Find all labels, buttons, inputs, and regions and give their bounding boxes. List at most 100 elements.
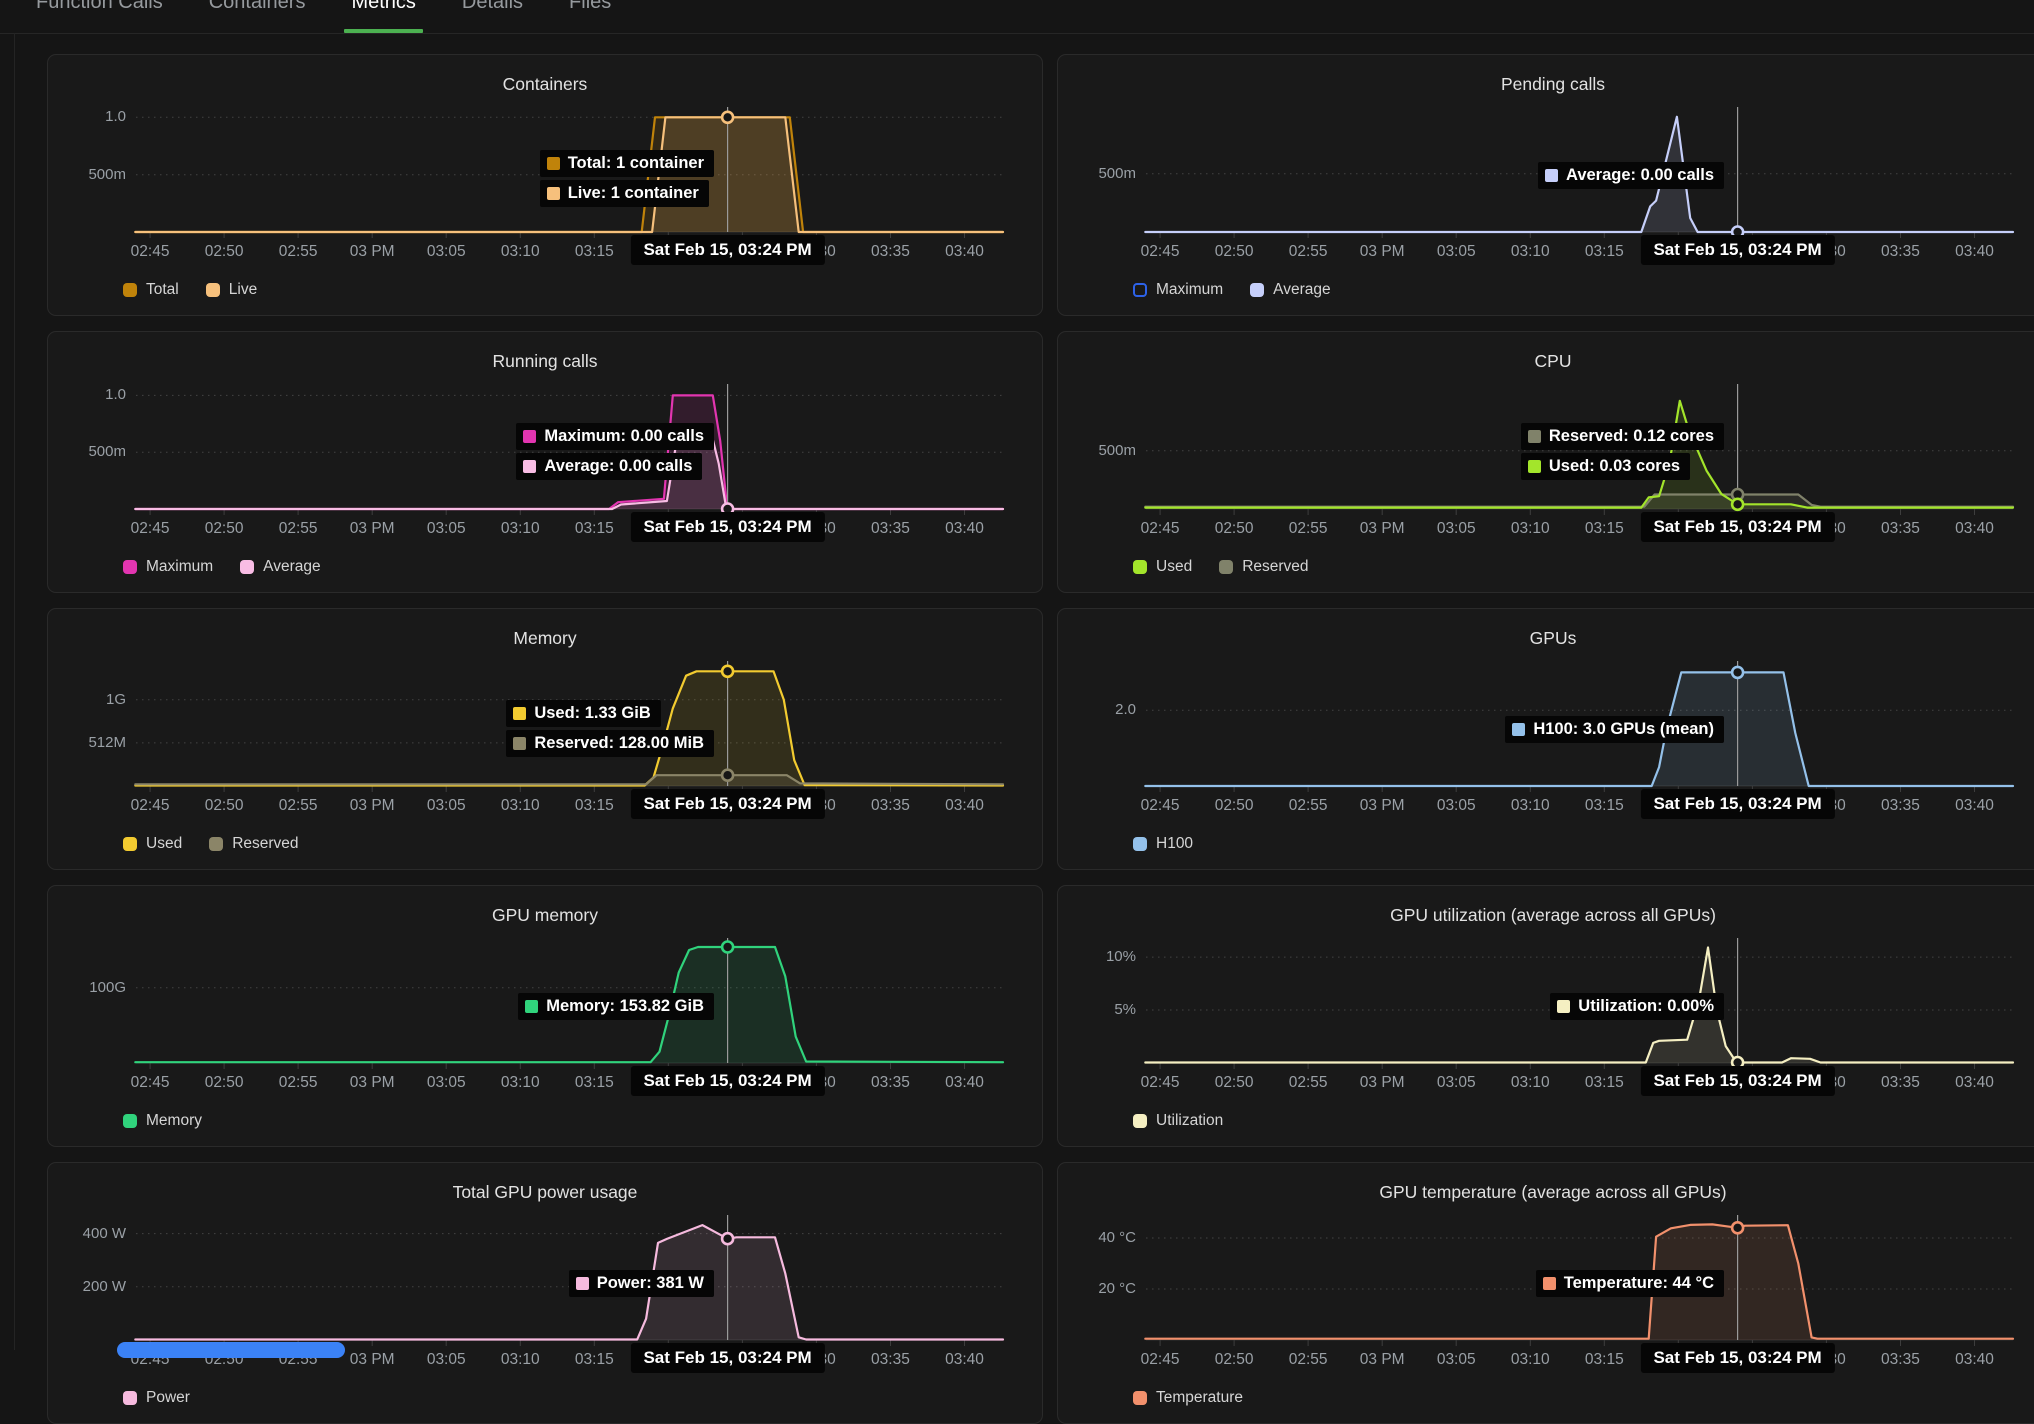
chart-legend: H100 <box>1133 835 1193 853</box>
x-axis-label: 03:10 <box>1510 797 1550 814</box>
chart-title: GPUs <box>1529 628 1577 648</box>
x-axis-label: 03:05 <box>426 797 466 814</box>
series-area-average <box>1145 116 2013 232</box>
legend-item-average[interactable]: Average <box>240 558 321 576</box>
x-axis-label: 03:15 <box>574 520 614 537</box>
chart-legend: Memory <box>123 1112 202 1130</box>
series-area-temperature <box>1145 1224 2013 1340</box>
x-axis-label: 03:15 <box>574 1074 614 1091</box>
x-axis-label: 02:55 <box>278 520 318 537</box>
plot-area[interactable] <box>1144 1215 2015 1348</box>
x-axis-label: 03:15 <box>1584 1351 1624 1368</box>
legend-item-used[interactable]: Used <box>1133 558 1192 576</box>
chart-card-gpu-temperature-average-across-all-gpus: GPU temperature (average across all GPUs… <box>1057 1162 2034 1424</box>
plot-area[interactable] <box>1144 661 2015 794</box>
plot-area[interactable] <box>1144 384 2015 517</box>
tab-files[interactable]: Files <box>569 0 611 33</box>
x-axis-label: 03:05 <box>426 243 466 260</box>
crosshair-date-tooltip: Sat Feb 15, 03:24 PM <box>630 1066 825 1096</box>
plot-area[interactable] <box>134 1215 1005 1348</box>
legend-item-power[interactable]: Power <box>123 1389 190 1407</box>
tab-label: Metrics <box>351 0 416 13</box>
x-axis-label: 02:45 <box>1140 797 1180 814</box>
x-axis-label: 03:40 <box>945 1351 984 1368</box>
legend-swatch <box>1219 560 1234 574</box>
x-axis-label: 03:40 <box>945 520 984 537</box>
tab-label: Function Calls <box>36 0 163 13</box>
bottom-blue-bar[interactable] <box>117 1342 345 1358</box>
tab-function-calls[interactable]: Function Calls <box>36 0 163 33</box>
chart-card-gpu-memory: GPU memory 100G 02:45 02:50 02:55 03 PM 03:05 0… <box>47 885 1043 1147</box>
tab-metrics[interactable]: Metrics <box>344 0 423 33</box>
tab-details[interactable]: Details <box>462 0 523 33</box>
x-axis-label: 02:45 <box>130 797 170 814</box>
legend-swatch <box>123 837 137 851</box>
legend-item-utilization[interactable]: Utilization <box>1133 1112 1223 1130</box>
legend-item-used[interactable]: Used <box>123 835 182 853</box>
crosshair-date-tooltip: Sat Feb 15, 03:24 PM <box>1640 789 1835 819</box>
x-axis-label: 03:35 <box>1881 243 1920 260</box>
hover-marker <box>1730 665 1745 680</box>
hover-marker <box>1730 497 1745 512</box>
series-area-utilization <box>1145 947 2013 1063</box>
y-axis-label: 500m <box>88 165 126 183</box>
x-axis-label: 03:40 <box>1955 1351 1994 1368</box>
legend-label: Average <box>1273 281 1331 298</box>
legend-item-average[interactable]: Average <box>1250 281 1331 299</box>
hover-marker <box>720 940 735 954</box>
legend-item-h100[interactable]: H100 <box>1133 835 1193 853</box>
y-axis-label: 500m <box>1098 164 1136 182</box>
legend-item-memory[interactable]: Memory <box>123 1112 202 1130</box>
series-area-h100 <box>1145 672 2013 786</box>
plot-area[interactable] <box>134 384 1005 517</box>
y-axis-label: 20 °C <box>1098 1279 1136 1297</box>
x-axis-label: 03:10 <box>1510 243 1550 260</box>
x-axis-label: 02:55 <box>1288 1351 1328 1368</box>
series-line-average <box>1144 115 2015 234</box>
series-line-memory <box>134 945 1005 1064</box>
tab-containers[interactable]: Containers <box>209 0 306 33</box>
x-axis-label: 02:50 <box>1214 520 1254 537</box>
series-area-reserved <box>135 775 1004 786</box>
legend-item-total[interactable]: Total <box>123 281 179 299</box>
x-axis-label: 03:05 <box>426 1074 466 1091</box>
y-axis-label: 10% <box>1105 948 1136 966</box>
plot-area[interactable] <box>134 661 1005 794</box>
crosshair-date-tooltip: Sat Feb 15, 03:24 PM <box>1640 1066 1835 1096</box>
chart-title: Memory <box>513 628 577 648</box>
x-axis-label: 02:50 <box>1214 243 1254 260</box>
x-axis-label: 03:10 <box>500 1074 540 1091</box>
x-axis-label: 03:15 <box>574 797 614 814</box>
plot-area[interactable] <box>134 107 1005 240</box>
legend-label: Power <box>146 1389 190 1406</box>
x-axis-label: 02:45 <box>1140 520 1180 537</box>
chart-title: Containers <box>502 74 588 94</box>
plot-area[interactable] <box>134 938 1005 1071</box>
chart-legend: Used Reserved <box>123 835 299 853</box>
chart-legend: Power <box>123 1389 190 1407</box>
y-axis-label: 40 °C <box>1098 1228 1136 1246</box>
legend-swatch <box>123 560 137 574</box>
series-area-used <box>1145 400 2013 509</box>
hover-marker <box>720 664 735 679</box>
x-axis-label: 03:10 <box>1510 1074 1550 1091</box>
x-axis-label: 02:55 <box>1288 243 1328 260</box>
chart-legend: Maximum Average <box>123 558 321 576</box>
legend-item-maximum[interactable]: Maximum <box>123 558 213 576</box>
metrics-charts-grid: Containers 1.0 500m 02:45 02:50 02:55 03 PM 03:… <box>47 54 2034 1424</box>
chart-legend: Utilization <box>1133 1112 1223 1130</box>
legend-item-reserved[interactable]: Reserved <box>1219 558 1309 576</box>
x-axis-label: 03:35 <box>871 1074 910 1091</box>
x-axis-label: 03:40 <box>1955 1074 1994 1091</box>
x-axis-label: 02:55 <box>278 1074 318 1091</box>
plot-area[interactable] <box>1144 107 2015 240</box>
x-axis-label: 03 PM <box>349 797 395 814</box>
plot-area[interactable] <box>1144 938 2015 1071</box>
crosshair-date-tooltip: Sat Feb 15, 03:24 PM <box>630 512 825 542</box>
legend-item-live[interactable]: Live <box>205 281 257 299</box>
legend-item-temperature[interactable]: Temperature <box>1133 1389 1243 1407</box>
legend-swatch <box>1133 1391 1147 1405</box>
legend-item-maximum[interactable]: Maximum <box>1133 281 1223 299</box>
legend-item-reserved[interactable]: Reserved <box>209 835 299 853</box>
x-axis-label: 03:35 <box>871 1351 910 1368</box>
